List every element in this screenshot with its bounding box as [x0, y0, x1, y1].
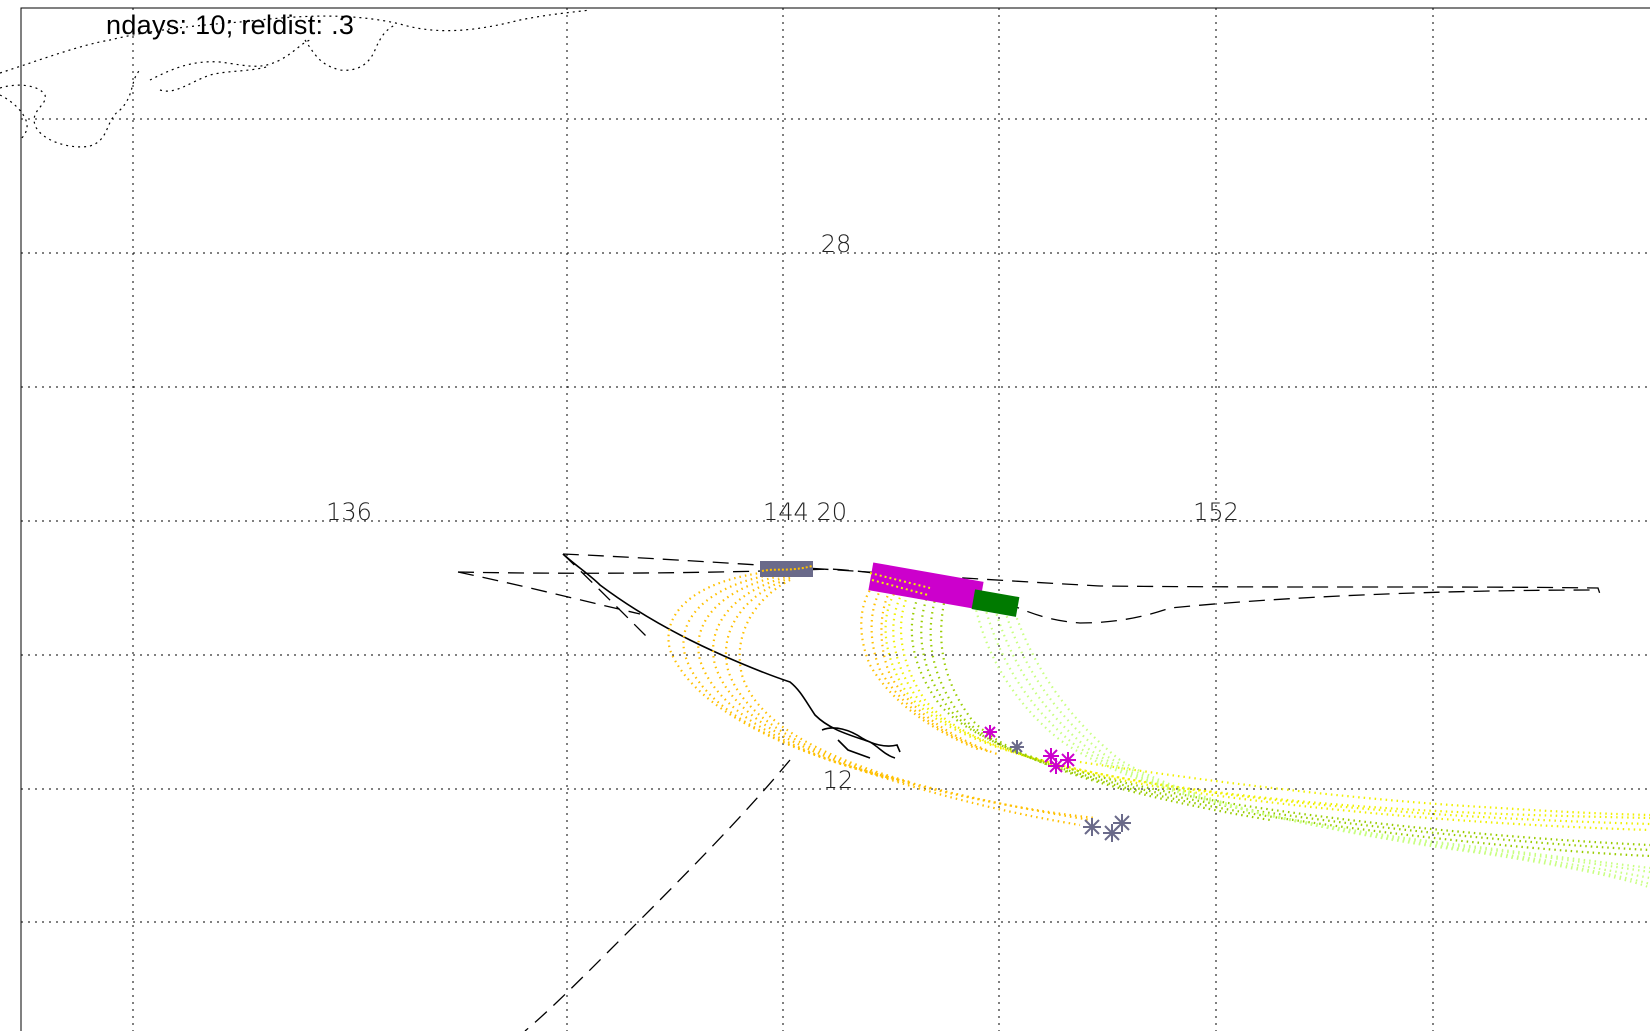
- lat-label-28: 28: [820, 230, 852, 258]
- dashed-boundary: [457, 553, 1601, 1031]
- lat-label-12: 12: [822, 766, 854, 794]
- graticule: [21, 8, 1650, 1031]
- asterisk-icon: [1043, 748, 1059, 764]
- trajectories-olive: [910, 591, 1650, 858]
- trajectories-orange: [667, 568, 1096, 827]
- release-box-green: [971, 589, 1020, 617]
- trajectories-lime: [973, 604, 1650, 889]
- lon-label-136: 136: [326, 498, 372, 526]
- asterisk-icon: [983, 725, 997, 739]
- release-box-gray-overlay: [761, 565, 813, 572]
- release-markers-yellow: [869, 572, 931, 596]
- lon-label-152: 152: [1193, 498, 1239, 526]
- map-title: ndays: 10; reldist: .3: [106, 10, 355, 40]
- asterisk-icon: [1048, 758, 1064, 774]
- endpoint-cluster-magenta: [983, 725, 1076, 774]
- asterisk-icon: [1083, 818, 1101, 836]
- asterisk-icon: [1060, 752, 1076, 768]
- lon-lat-label-144-20: 144 20: [763, 498, 847, 526]
- coastline-solid: [562, 553, 901, 759]
- asterisk-icon: [1113, 814, 1131, 832]
- asterisk-icon: [1103, 824, 1121, 842]
- coastline-north: [0, 9, 591, 148]
- trajectories-yellow: [884, 584, 1650, 832]
- release-box-magenta: [868, 562, 984, 610]
- endpoint-cluster-gray: [1010, 740, 1131, 842]
- asterisk-icon: [1010, 740, 1024, 754]
- plot-frame: [20, 7, 1650, 1031]
